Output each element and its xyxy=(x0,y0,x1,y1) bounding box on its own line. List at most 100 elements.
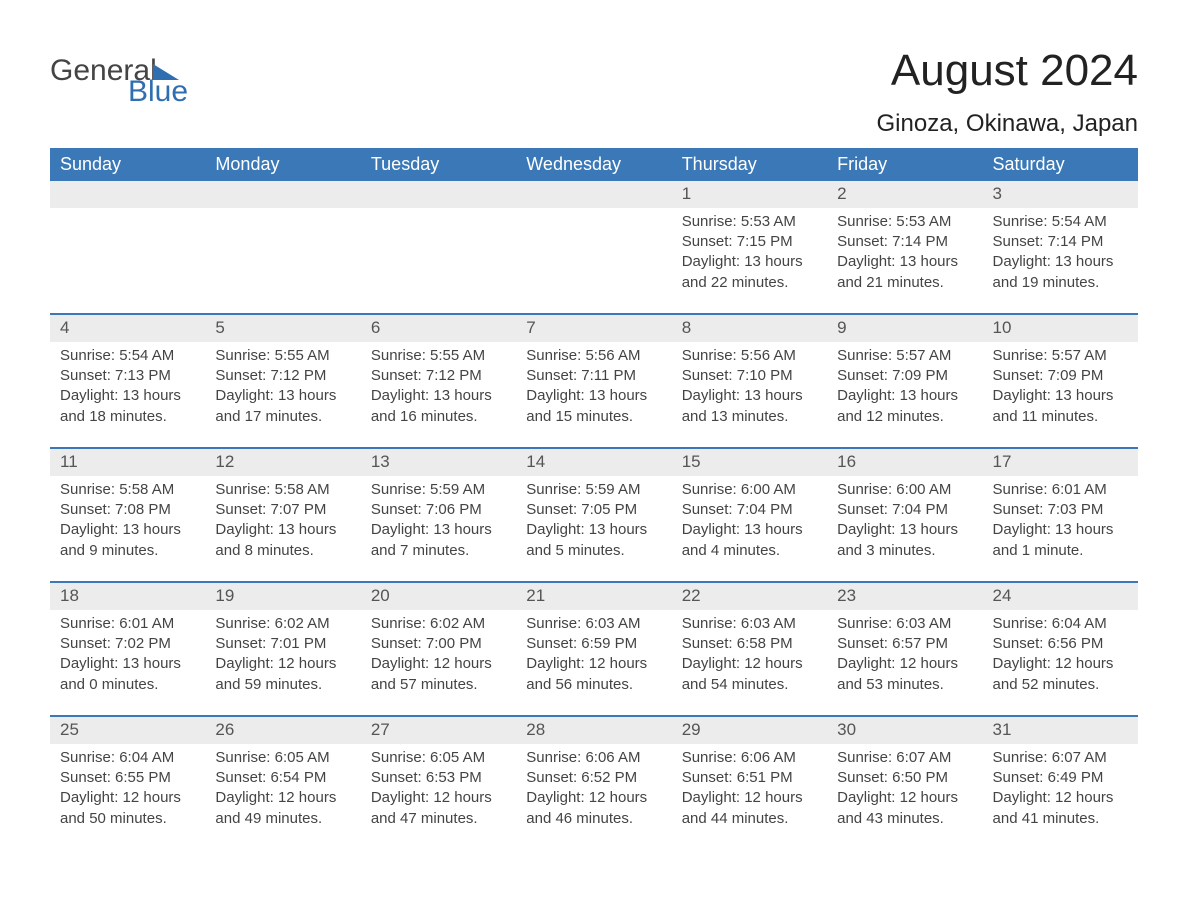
day-cell: 22Sunrise: 6:03 AMSunset: 6:58 PMDayligh… xyxy=(672,583,827,715)
sunset-line: Sunset: 7:15 PM xyxy=(682,232,817,252)
daylight-line: Daylight: 13 hours and 19 minutes. xyxy=(993,252,1128,293)
day-cell: 12Sunrise: 5:58 AMSunset: 7:07 PMDayligh… xyxy=(205,449,360,581)
day-body: Sunrise: 5:56 AMSunset: 7:10 PMDaylight:… xyxy=(672,342,827,441)
sunset-line: Sunset: 6:52 PM xyxy=(526,768,661,788)
day-body: Sunrise: 6:00 AMSunset: 7:04 PMDaylight:… xyxy=(672,476,827,575)
sunset-line: Sunset: 7:10 PM xyxy=(682,366,817,386)
sunrise-line: Sunrise: 6:02 AM xyxy=(215,614,350,634)
sunrise-line: Sunrise: 5:57 AM xyxy=(993,346,1128,366)
title-block: August 2024 Ginoza, Okinawa, Japan xyxy=(877,28,1138,138)
day-number: 10 xyxy=(983,315,1138,342)
day-cell: 10 Sunrise: 5:57 AMSunset: 7:09 PMDayligh… xyxy=(983,315,1138,447)
sunset-line: Sunset: 7:03 PM xyxy=(993,500,1128,520)
day-cell: 30Sunrise: 6:07 AMSunset: 6:50 PMDayligh… xyxy=(827,717,982,849)
sunset-line: Sunset: 6:57 PM xyxy=(837,634,972,654)
day-body: Sunrise: 6:07 AMSunset: 6:49 PMDaylight:… xyxy=(983,744,1138,843)
day-cell: 24Sunrise: 6:04 AMSunset: 6:56 PMDayligh… xyxy=(983,583,1138,715)
day-body: Sunrise: 6:03 AMSunset: 6:57 PMDaylight:… xyxy=(827,610,982,709)
day-cell: 17Sunrise: 6:01 AMSunset: 7:03 PMDayligh… xyxy=(983,449,1138,581)
sunrise-line: Sunrise: 6:04 AM xyxy=(60,748,195,768)
day-cell: 11Sunrise: 5:58 AMSunset: 7:08 PMDayligh… xyxy=(50,449,205,581)
sunrise-line: Sunrise: 6:05 AM xyxy=(371,748,506,768)
day-number: 4 xyxy=(50,315,205,342)
daylight-line: Daylight: 12 hours and 46 minutes. xyxy=(526,788,661,829)
day-cell: 21Sunrise: 6:03 AMSunset: 6:59 PMDayligh… xyxy=(516,583,671,715)
sunrise-line: Sunrise: 6:03 AM xyxy=(682,614,817,634)
sunrise-line: Sunrise: 6:06 AM xyxy=(526,748,661,768)
day-cell: 13Sunrise: 5:59 AMSunset: 7:06 PMDayligh… xyxy=(361,449,516,581)
sunrise-line: Sunrise: 6:07 AM xyxy=(993,748,1128,768)
sunset-line: Sunset: 7:07 PM xyxy=(215,500,350,520)
day-body: Sunrise: 6:05 AMSunset: 6:53 PMDaylight:… xyxy=(361,744,516,843)
sunset-line: Sunset: 6:54 PM xyxy=(215,768,350,788)
daylight-line: Daylight: 13 hours and 16 minutes. xyxy=(371,386,506,427)
day-number: 21 xyxy=(516,583,671,610)
daylight-line: Daylight: 12 hours and 56 minutes. xyxy=(526,654,661,695)
daylight-line: Daylight: 12 hours and 57 minutes. xyxy=(371,654,506,695)
header: General Blue August 2024 Ginoza, Okinawa… xyxy=(50,28,1138,138)
day-cell: 14Sunrise: 5:59 AMSunset: 7:05 PMDayligh… xyxy=(516,449,671,581)
day-number: 2 xyxy=(827,181,982,208)
day-number: 6 xyxy=(361,315,516,342)
day-cell: 26Sunrise: 6:05 AMSunset: 6:54 PMDayligh… xyxy=(205,717,360,849)
day-cell: 2Sunrise: 5:53 AMSunset: 7:14 PMDaylight… xyxy=(827,181,982,313)
day-cell: 3Sunrise: 5:54 AMSunset: 7:14 PMDaylight… xyxy=(983,181,1138,313)
day-number: 9 xyxy=(827,315,982,342)
day-number: 14 xyxy=(516,449,671,476)
day-cell: 18Sunrise: 6:01 AMSunset: 7:02 PMDayligh… xyxy=(50,583,205,715)
sunset-line: Sunset: 7:00 PM xyxy=(371,634,506,654)
daylight-line: Daylight: 13 hours and 12 minutes. xyxy=(837,386,972,427)
day-cell: 27Sunrise: 6:05 AMSunset: 6:53 PMDayligh… xyxy=(361,717,516,849)
weekday-header: Sunday xyxy=(50,148,205,181)
sunset-line: Sunset: 7:02 PM xyxy=(60,634,195,654)
daylight-line: Daylight: 13 hours and 4 minutes. xyxy=(682,520,817,561)
day-body: Sunrise: 6:03 AMSunset: 6:59 PMDaylight:… xyxy=(516,610,671,709)
location-subtitle: Ginoza, Okinawa, Japan xyxy=(877,110,1138,138)
day-cell xyxy=(50,181,205,313)
day-cell: 9Sunrise: 5:57 AMSunset: 7:09 PMDaylight… xyxy=(827,315,982,447)
sunset-line: Sunset: 6:58 PM xyxy=(682,634,817,654)
day-body: Sunrise: 5:59 AMSunset: 7:05 PMDaylight:… xyxy=(516,476,671,575)
daylight-line: Daylight: 12 hours and 54 minutes. xyxy=(682,654,817,695)
sunrise-line: Sunrise: 5:58 AM xyxy=(215,480,350,500)
day-number: 20 xyxy=(361,583,516,610)
week-row: 4Sunrise: 5:54 AMSunset: 7:13 PMDaylight… xyxy=(50,313,1138,447)
week-row: 25Sunrise: 6:04 AMSunset: 6:55 PMDayligh… xyxy=(50,715,1138,849)
day-body: Sunrise: 6:00 AMSunset: 7:04 PMDaylight:… xyxy=(827,476,982,575)
day-cell: 5Sunrise: 5:55 AMSunset: 7:12 PMDaylight… xyxy=(205,315,360,447)
sunset-line: Sunset: 7:06 PM xyxy=(371,500,506,520)
calendar: Sunday Monday Tuesday Wednesday Thursday… xyxy=(50,148,1138,849)
sunrise-line: Sunrise: 5:54 AM xyxy=(993,212,1128,232)
sunset-line: Sunset: 7:09 PM xyxy=(993,366,1128,386)
day-body: Sunrise: 6:05 AMSunset: 6:54 PMDaylight:… xyxy=(205,744,360,843)
day-cell: 19Sunrise: 6:02 AMSunset: 7:01 PMDayligh… xyxy=(205,583,360,715)
sunset-line: Sunset: 6:59 PM xyxy=(526,634,661,654)
day-number: 29 xyxy=(672,717,827,744)
weekday-header: Thursday xyxy=(672,148,827,181)
day-number xyxy=(50,181,205,208)
day-cell xyxy=(205,181,360,313)
day-number xyxy=(205,181,360,208)
day-number: 23 xyxy=(827,583,982,610)
week-row: 18Sunrise: 6:01 AMSunset: 7:02 PMDayligh… xyxy=(50,581,1138,715)
day-number: 1 xyxy=(672,181,827,208)
day-body: Sunrise: 6:02 AMSunset: 7:00 PMDaylight:… xyxy=(361,610,516,709)
day-cell: 29Sunrise: 6:06 AMSunset: 6:51 PMDayligh… xyxy=(672,717,827,849)
sunset-line: Sunset: 6:55 PM xyxy=(60,768,195,788)
day-body: Sunrise: 6:06 AMSunset: 6:52 PMDaylight:… xyxy=(516,744,671,843)
sunrise-line: Sunrise: 5:56 AM xyxy=(526,346,661,366)
daylight-line: Daylight: 13 hours and 1 minute. xyxy=(993,520,1128,561)
sunrise-line: Sunrise: 6:04 AM xyxy=(993,614,1128,634)
daylight-line: Daylight: 13 hours and 11 minutes. xyxy=(993,386,1128,427)
day-number: 11 xyxy=(50,449,205,476)
sunrise-line: Sunrise: 6:03 AM xyxy=(526,614,661,634)
day-body: Sunrise: 5:56 AMSunset: 7:11 PMDaylight:… xyxy=(516,342,671,441)
day-cell: 31Sunrise: 6:07 AMSunset: 6:49 PMDayligh… xyxy=(983,717,1138,849)
day-number xyxy=(361,181,516,208)
day-number: 31 xyxy=(983,717,1138,744)
day-number: 12 xyxy=(205,449,360,476)
day-number: 3 xyxy=(983,181,1138,208)
day-number: 28 xyxy=(516,717,671,744)
day-cell: 20Sunrise: 6:02 AMSunset: 7:00 PMDayligh… xyxy=(361,583,516,715)
sunrise-line: Sunrise: 5:58 AM xyxy=(60,480,195,500)
